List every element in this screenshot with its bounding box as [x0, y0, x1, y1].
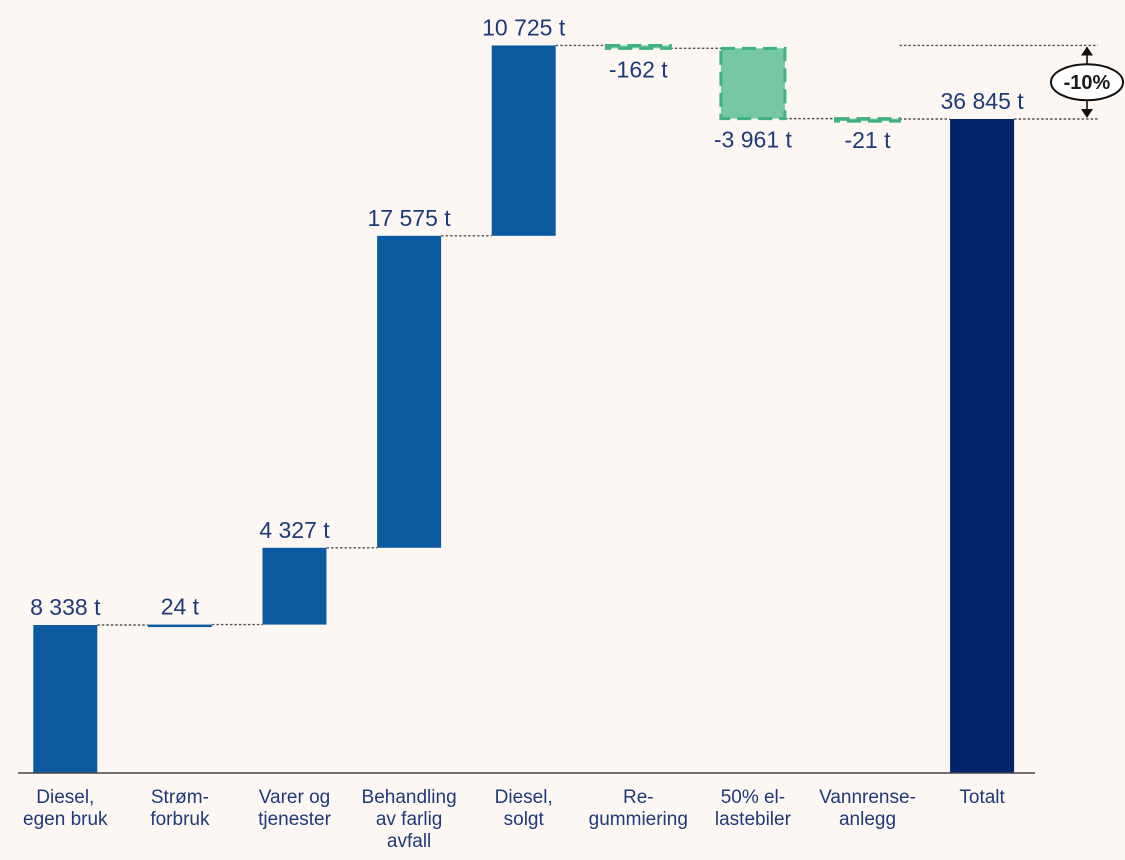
value-label-2: 4 327 t	[259, 517, 330, 543]
bar-3	[377, 235, 442, 548]
value-label-5: -162 t	[609, 56, 668, 82]
category-label-line: 50% el-	[721, 787, 785, 808]
category-label-6: 50% el-lastebiler	[715, 787, 792, 830]
value-label-7: -21 t	[844, 127, 891, 153]
category-label-5: Re-gummiering	[589, 787, 688, 830]
category-label-0: Diesel, egen bruk	[23, 787, 108, 830]
change-annotation-label: -10%	[1064, 72, 1111, 94]
category-label-line: Vannrense-	[819, 787, 916, 808]
annotation-arrowhead-top	[1081, 46, 1093, 56]
change-annotation-bubble	[1050, 63, 1124, 102]
category-label-line: Re-	[623, 787, 654, 808]
category-label-7: Vannrense-anlegg	[819, 787, 916, 830]
bar-5	[604, 43, 672, 50]
category-label-line: gummiering	[589, 809, 688, 830]
value-label-8: 36 845 t	[941, 88, 1025, 114]
value-label-4: 10 725 t	[482, 14, 566, 40]
category-label-line: tjenester	[258, 809, 332, 830]
value-label-6: -3 961 t	[714, 127, 793, 153]
bar-6	[719, 46, 787, 121]
bar-1	[147, 624, 212, 628]
category-label-8: Totalt	[959, 787, 1005, 808]
category-label-line: avfall	[387, 831, 431, 852]
category-label-line: lastebiler	[715, 809, 792, 830]
value-label-3: 17 575 t	[368, 205, 452, 231]
bar-0	[33, 625, 98, 773]
category-label-line: Strøm-	[151, 787, 209, 808]
category-label-1: Strøm-forbruk	[150, 787, 210, 830]
category-label-2: Varer og tjenester	[258, 787, 332, 830]
category-label-3: Behandling av farlig avfall	[362, 787, 457, 852]
annotation-arrowhead	[1081, 109, 1093, 118]
bar-8	[950, 119, 1015, 773]
category-label-line: egen bruk	[23, 809, 108, 830]
category-label-line: Varer og	[259, 787, 330, 808]
bar-2	[262, 547, 327, 625]
category-label-line: Diesel,	[36, 787, 94, 808]
category-label-line: solgt	[504, 809, 545, 830]
category-label-line: Diesel,	[495, 787, 553, 808]
category-label-4: Diesel, solgt	[495, 787, 553, 830]
category-label-line: Behandling	[362, 787, 457, 808]
value-label-1: 24 t	[161, 594, 200, 620]
value-label-0: 8 338 t	[30, 594, 101, 620]
category-label-line: av farlig	[376, 809, 443, 830]
bar-7	[834, 117, 901, 123]
category-label-line: Totalt	[959, 787, 1005, 808]
category-label-line: anlegg	[839, 809, 896, 830]
category-label-line: forbruk	[150, 809, 210, 830]
bar-4	[491, 45, 556, 236]
